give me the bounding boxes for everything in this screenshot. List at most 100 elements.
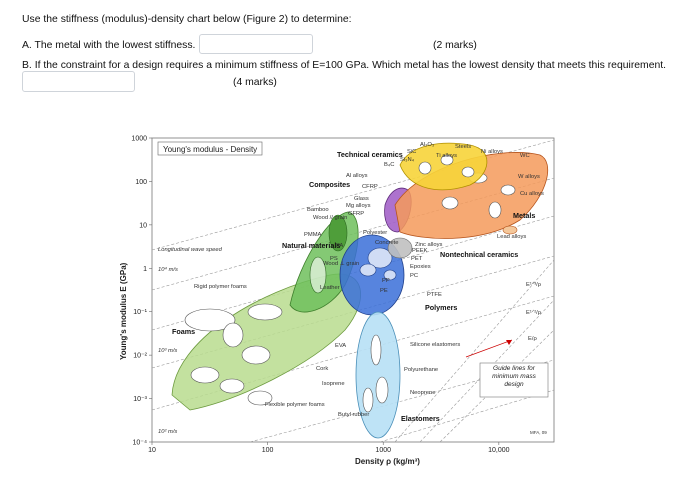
label-longitudinal-wave-speed: Longitudinal wave speed [158, 247, 223, 253]
family-labels: Technical ceramics Composites Metals Nat… [172, 150, 535, 423]
label-neoprene: Neoprene [410, 390, 435, 396]
y-tick-label: 1 [143, 266, 147, 273]
y-tick-label: 10⁻¹ [133, 309, 147, 316]
ceramic-bubble [440, 154, 454, 166]
label-foams: Foams [172, 327, 195, 336]
x-axis-label: Density ρ (kg/m³) [355, 457, 420, 466]
label-nontechnical-ceramics: Nontechnical ceramics [440, 250, 518, 259]
label-wave-speed-1e4: 10⁴ m/s [158, 266, 178, 273]
guide-lines-text-container: Guide lines for minimum mass design [492, 365, 536, 388]
label-wc: WC [520, 153, 530, 159]
label-glass: Glass [354, 196, 369, 202]
elastomer-bubble [370, 334, 382, 366]
question-intro: Use the stiffness (modulus)-density char… [22, 14, 352, 25]
foam-bubble [247, 303, 283, 321]
label-metals: Metals [513, 211, 535, 220]
metal-bubble [488, 201, 502, 219]
x-tick-label: 10,000 [488, 447, 510, 454]
label-isoprene: Isoprene [322, 381, 345, 387]
foam-bubble [190, 366, 220, 384]
label-pp: PP [382, 278, 390, 284]
label-pmma: PMMA [304, 232, 322, 238]
part-b-marks: (4 marks) [233, 77, 277, 88]
label-eva: EVA [335, 343, 346, 349]
label-wave-speed-1e2: 10² m/s [158, 429, 177, 435]
label-wave-speed-1e3: 10³ m/s [158, 348, 177, 354]
label-polyurethane: Polyurethane [404, 367, 438, 373]
label-leather: Leather [320, 285, 340, 291]
ceramic-bubble [461, 166, 475, 178]
guide-line [439, 329, 554, 442]
label-ps: PS [330, 256, 338, 262]
guide-term-e: E/ρ [528, 336, 537, 342]
label-ti-alloys: Ti alloys [436, 153, 457, 159]
label-lead-alloys: Lead alloys [497, 234, 526, 240]
part-a-text: A. The metal with the lowest stiffness. [22, 40, 196, 51]
technical-ceramics-region [399, 142, 488, 191]
lead-alloys-bubble [502, 225, 518, 235]
label-concrete: Concrete [375, 240, 399, 246]
label-natural-materials: Natural materials [282, 241, 340, 250]
wood-perpendicular-bubble [309, 256, 327, 294]
guide-arrow [465, 339, 513, 358]
y-tick-label: 10⁻² [133, 353, 147, 360]
foam-bubble [241, 345, 271, 365]
label-steels: Steels [455, 144, 471, 150]
elastomer-bubble [362, 387, 374, 413]
label-epoxies: Epoxies [410, 264, 431, 270]
label-cu-alloys: Cu alloys [520, 191, 544, 197]
label-gfrp: GFRP [348, 211, 364, 217]
polymer-bubble [359, 263, 377, 277]
label-butyl-rubber: Butyl rubber [338, 412, 369, 418]
chart-title: Young's modulus - Density [163, 145, 257, 154]
label-wood-parallel: Wood // grain [313, 215, 347, 221]
label-b4c: B₄C [384, 162, 394, 168]
label-ni-alloys: Ni alloys [481, 149, 503, 155]
x-tick-label: 10 [148, 447, 156, 454]
answer-a-field[interactable] [199, 34, 313, 54]
label-pa: PA [336, 243, 343, 249]
elastomer-bubble [375, 376, 389, 404]
wood-parallel-bubble [328, 214, 348, 252]
y-tick-labels: 1000 100 10 1 10⁻¹ 10⁻² 10⁻³ 10⁻⁴ [131, 136, 152, 447]
label-al-alloys: Al alloys [346, 173, 368, 179]
label-polyester: Polyester [363, 230, 387, 236]
polymer-bubble [383, 269, 397, 281]
label-peek: PEEK [412, 248, 428, 254]
chart-title-box [157, 141, 263, 156]
y-tick-label: 1000 [131, 136, 147, 143]
x-tick-label: 1000 [375, 447, 391, 454]
part-b-text: B. If the constraint for a design requir… [22, 60, 667, 71]
guide-term-e12: E¹ᐟ²/ρ [526, 309, 542, 316]
label-pet: PET [411, 256, 423, 262]
label-si3n4: Si₃N₄ [400, 157, 415, 163]
label-silicone-elastomers: Silicone elastomers [410, 342, 460, 348]
chart-credit: MFA, 09 [530, 430, 547, 435]
label-technical-ceramics: Technical ceramics [337, 150, 403, 159]
foam-bubble [222, 322, 244, 348]
label-zinc-alloys: Zinc alloys [415, 242, 442, 248]
metal-bubble [500, 184, 516, 196]
label-composites: Composites [309, 180, 350, 189]
label-elastomers: Elastomers [401, 414, 440, 423]
answer-b-field[interactable] [22, 71, 135, 92]
label-flexible-polymer-foams: Flexible polymer foams [265, 402, 325, 408]
part-a-marks: (2 marks) [433, 40, 477, 51]
elastomers-region [355, 311, 401, 439]
x-tick-label: 100 [262, 447, 274, 454]
label-w-alloys: W alloys [518, 174, 540, 180]
foam-bubble [247, 390, 273, 406]
x-tick-labels: 10 100 1000 10,000 [148, 442, 510, 454]
material-labels: Al₂O₃ SiC Si₃N₄ B₄C Steels Ti alloys Ni … [158, 142, 547, 435]
guide-lines-label: Guide lines for minimum mass design [492, 365, 536, 388]
label-sic: SiC [407, 149, 416, 155]
polymer-bubble [367, 247, 393, 269]
label-mg-alloys: Mg alloys [346, 203, 371, 209]
arrow-head [506, 340, 512, 345]
label-wood-perpendicular: Wood ⊥ grain [323, 260, 359, 267]
plot-area [152, 139, 554, 442]
guide-term-e13: E¹ᐟ³/ρ [526, 281, 542, 288]
label-rigid-polymer-foams: Rigid polymer foams [194, 284, 247, 290]
metal-bubble [441, 196, 459, 210]
